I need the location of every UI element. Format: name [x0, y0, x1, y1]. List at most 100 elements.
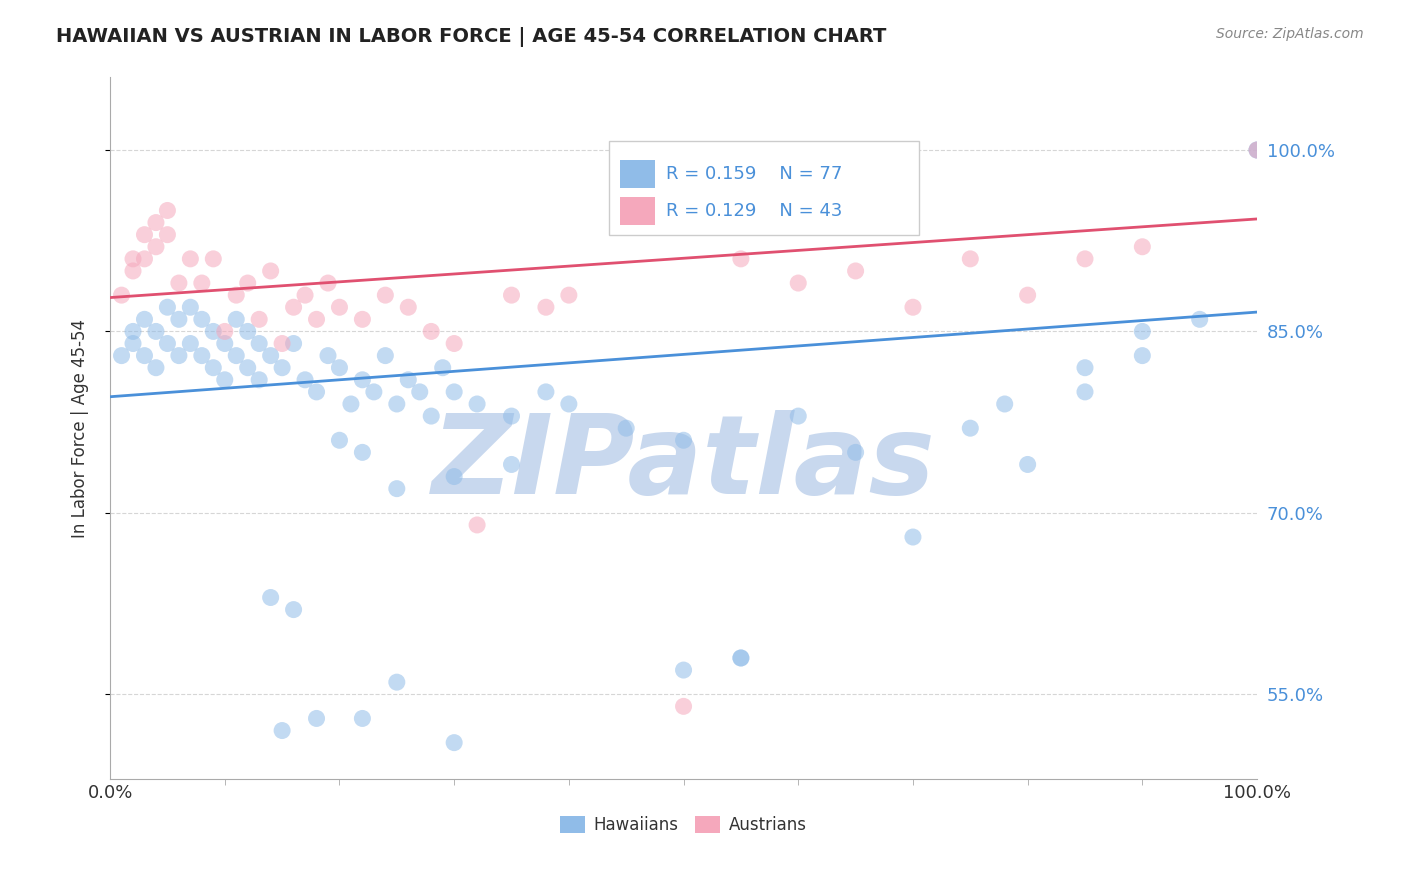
Point [225, 288, 247, 302]
Point [134, 312, 156, 326]
Point [1188, 312, 1211, 326]
Point [420, 409, 443, 423]
Point [225, 349, 247, 363]
Point [156, 203, 179, 218]
Point [247, 373, 270, 387]
Point [1130, 240, 1153, 254]
Point [374, 349, 396, 363]
Text: HAWAIIAN VS AUSTRIAN IN LABOR FORCE | AGE 45-54 CORRELATION CHART: HAWAIIAN VS AUSTRIAN IN LABOR FORCE | AG… [56, 27, 887, 46]
Point [534, 300, 557, 314]
Point [396, 373, 419, 387]
Point [145, 360, 167, 375]
Point [247, 312, 270, 326]
Point [501, 458, 523, 472]
Point [901, 530, 924, 544]
Point [845, 445, 868, 459]
Point [236, 360, 259, 375]
Point [1074, 252, 1097, 266]
Point [352, 445, 374, 459]
Point [259, 591, 281, 605]
Point [730, 651, 752, 665]
Point [1246, 143, 1268, 157]
Point [443, 469, 465, 483]
Point [443, 736, 465, 750]
Point [236, 276, 259, 290]
Point [202, 252, 225, 266]
Point [614, 421, 637, 435]
Point [328, 360, 350, 375]
Point [787, 276, 810, 290]
Point [259, 264, 281, 278]
FancyBboxPatch shape [620, 197, 655, 225]
Point [1074, 384, 1097, 399]
Text: Source: ZipAtlas.com: Source: ZipAtlas.com [1216, 27, 1364, 41]
Point [443, 336, 465, 351]
Point [305, 312, 328, 326]
Point [202, 325, 225, 339]
Point [271, 360, 294, 375]
Point [156, 300, 179, 314]
Point [294, 373, 316, 387]
Point [465, 517, 488, 532]
Point [191, 349, 214, 363]
Point [283, 336, 305, 351]
Point [271, 336, 294, 351]
Point [134, 227, 156, 242]
Point [385, 482, 408, 496]
Point [465, 397, 488, 411]
Point [316, 349, 339, 363]
Point [271, 723, 294, 738]
Point [247, 336, 270, 351]
Point [283, 300, 305, 314]
Point [432, 360, 454, 375]
Point [1246, 143, 1268, 157]
Point [352, 373, 374, 387]
Point [294, 288, 316, 302]
Point [672, 434, 695, 448]
Point [385, 675, 408, 690]
Point [994, 397, 1017, 411]
Point [501, 288, 523, 302]
Point [167, 349, 190, 363]
Point [145, 240, 167, 254]
Point [1130, 349, 1153, 363]
Point [179, 336, 201, 351]
Point [1017, 458, 1039, 472]
Point [156, 227, 179, 242]
Point [534, 384, 557, 399]
Point [1074, 360, 1097, 375]
Point [316, 276, 339, 290]
Point [352, 312, 374, 326]
Text: ZIPatlas: ZIPatlas [432, 409, 935, 516]
Point [1017, 288, 1039, 302]
Point [214, 373, 236, 387]
Point [558, 397, 581, 411]
Point [110, 288, 132, 302]
Point [959, 252, 981, 266]
Point [305, 384, 328, 399]
Point [672, 699, 695, 714]
Point [420, 325, 443, 339]
Point [191, 276, 214, 290]
Point [214, 336, 236, 351]
FancyBboxPatch shape [620, 160, 655, 187]
Point [110, 349, 132, 363]
Y-axis label: In Labor Force | Age 45-54: In Labor Force | Age 45-54 [72, 318, 89, 538]
Point [352, 711, 374, 725]
Point [787, 409, 810, 423]
Point [328, 434, 350, 448]
Text: R = 0.129    N = 43: R = 0.129 N = 43 [666, 202, 842, 219]
Point [1130, 325, 1153, 339]
Point [1246, 143, 1268, 157]
Point [363, 384, 385, 399]
Point [730, 651, 752, 665]
Point [730, 252, 752, 266]
Point [179, 252, 201, 266]
Point [236, 325, 259, 339]
Point [167, 312, 190, 326]
Point [845, 264, 868, 278]
Point [409, 384, 432, 399]
Point [259, 349, 281, 363]
FancyBboxPatch shape [609, 141, 918, 235]
Point [340, 397, 363, 411]
